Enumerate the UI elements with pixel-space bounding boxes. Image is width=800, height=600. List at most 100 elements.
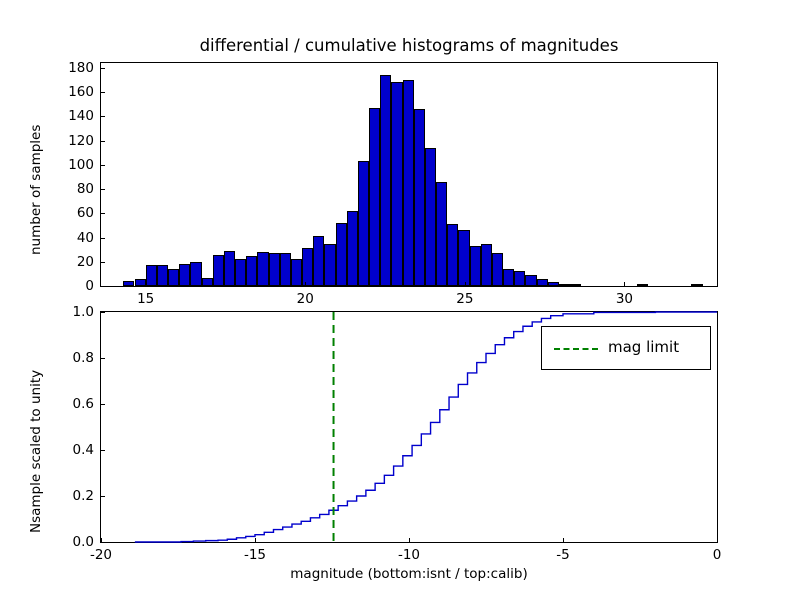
histogram-bar xyxy=(257,252,268,286)
histogram-bar xyxy=(280,253,291,286)
y-tick-mark xyxy=(101,286,105,287)
histogram-bar xyxy=(481,244,492,286)
y-tick-label: 80 xyxy=(58,181,94,197)
histogram-bar xyxy=(548,282,559,286)
x-tick-label: 20 xyxy=(297,291,314,307)
histogram-bar xyxy=(235,259,246,286)
y-tick-label: 160 xyxy=(58,84,94,100)
histogram-bar xyxy=(157,265,168,286)
top-axis-ylabel: number of samples xyxy=(28,125,44,255)
histogram-bar xyxy=(447,224,458,286)
histogram-bar xyxy=(347,211,358,286)
histogram-bar xyxy=(336,223,347,286)
histogram-bar xyxy=(514,271,525,286)
y-tick-label: 0.6 xyxy=(52,396,94,412)
y-tick-mark xyxy=(101,358,105,359)
y-tick-label: 0.8 xyxy=(52,350,94,366)
chart-title: differential / cumulative histograms of … xyxy=(100,36,718,55)
x-tick-mark xyxy=(255,538,256,542)
y-tick-label: 100 xyxy=(58,157,94,173)
x-tick-label: 0 xyxy=(713,547,722,563)
x-tick-mark xyxy=(146,282,147,286)
histogram-bar xyxy=(391,82,402,286)
y-tick-mark xyxy=(101,213,105,214)
histogram-bar xyxy=(380,75,391,286)
histogram-bar xyxy=(525,275,536,286)
histogram-bar xyxy=(302,248,313,286)
y-tick-mark xyxy=(101,542,105,543)
x-tick-mark xyxy=(717,538,718,542)
histogram-bar xyxy=(146,265,157,286)
histogram-bar xyxy=(559,284,570,286)
histogram-bar xyxy=(492,253,503,286)
x-tick-mark xyxy=(624,282,625,286)
histogram-bar xyxy=(691,284,702,286)
x-tick-label: -15 xyxy=(244,547,266,563)
histogram-bar xyxy=(246,256,257,286)
histogram-bar xyxy=(313,236,324,286)
bottom-axis-xlabel: magnitude (bottom:isnt / top:calib) xyxy=(100,566,718,582)
histogram-axes xyxy=(100,62,718,287)
y-tick-label: 20 xyxy=(58,254,94,270)
histogram-bar xyxy=(403,80,414,286)
y-tick-label: 0.2 xyxy=(52,488,94,504)
x-tick-mark xyxy=(305,282,306,286)
histogram-bar xyxy=(458,230,469,286)
y-tick-mark xyxy=(101,92,105,93)
histogram-bar xyxy=(324,244,335,286)
histogram-bar xyxy=(414,109,425,286)
histogram-bar xyxy=(190,262,201,286)
figure-canvas: differential / cumulative histograms of … xyxy=(0,0,800,600)
legend-label-mag-limit: mag limit xyxy=(608,338,679,356)
bottom-axis-ylabel: Nsample scaled to unity xyxy=(28,370,44,533)
histogram-bar xyxy=(358,161,369,286)
y-tick-label: 40 xyxy=(58,230,94,246)
x-tick-label: 25 xyxy=(456,291,473,307)
histogram-bar xyxy=(202,278,213,286)
histogram-bar xyxy=(470,246,481,286)
y-tick-mark xyxy=(101,68,105,69)
histogram-bar xyxy=(135,279,146,286)
y-tick-label: 0.4 xyxy=(52,442,94,458)
histogram-bar xyxy=(269,253,280,286)
y-tick-label: 0.0 xyxy=(52,534,94,550)
y-tick-mark xyxy=(101,189,105,190)
x-tick-mark xyxy=(409,538,410,542)
histogram-bar xyxy=(425,148,436,286)
y-tick-mark xyxy=(101,238,105,239)
y-tick-label: 180 xyxy=(58,60,94,76)
histogram-bar xyxy=(503,269,514,286)
y-tick-mark xyxy=(101,496,105,497)
x-tick-label: -5 xyxy=(556,547,569,563)
y-tick-label: 0 xyxy=(58,278,94,294)
y-tick-mark xyxy=(101,165,105,166)
histogram-bar xyxy=(123,281,134,286)
y-tick-mark xyxy=(101,141,105,142)
x-tick-label: -10 xyxy=(398,547,420,563)
histogram-bar xyxy=(570,284,581,286)
x-tick-label: 15 xyxy=(137,291,154,307)
legend-dashed-line-icon xyxy=(554,348,598,350)
histogram-bar xyxy=(369,108,380,286)
histogram-bar xyxy=(436,182,447,286)
y-tick-label: 140 xyxy=(58,108,94,124)
y-tick-mark xyxy=(101,116,105,117)
y-tick-label: 60 xyxy=(58,205,94,221)
y-tick-mark xyxy=(101,450,105,451)
histogram-bar xyxy=(224,251,235,286)
histogram-bar xyxy=(291,259,302,286)
histogram-bar xyxy=(179,264,190,286)
histogram-bar xyxy=(637,284,648,286)
histogram-bar xyxy=(213,255,224,287)
x-tick-label: 30 xyxy=(616,291,633,307)
y-tick-label: 1.0 xyxy=(52,304,94,320)
legend: mag limit xyxy=(541,326,711,370)
x-tick-mark xyxy=(465,282,466,286)
y-tick-label: 120 xyxy=(58,133,94,149)
histogram-bar xyxy=(537,279,548,286)
x-tick-mark xyxy=(563,538,564,542)
histogram-bar xyxy=(168,269,179,286)
y-tick-mark xyxy=(101,312,105,313)
y-tick-mark xyxy=(101,404,105,405)
y-tick-mark xyxy=(101,262,105,263)
